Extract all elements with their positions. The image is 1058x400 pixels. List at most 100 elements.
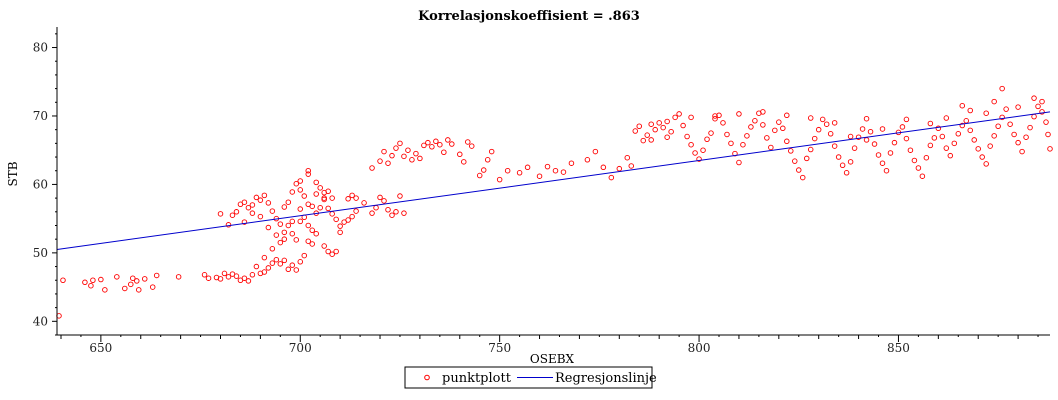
scatter-point [480,167,487,173]
scatter-point [616,165,623,172]
scatter-point [269,246,276,252]
scatter-point [700,147,706,153]
scatter-point [772,127,778,134]
plot-area [56,85,1053,319]
y-tick-label: 60 [33,177,48,191]
scatter-point [205,275,212,281]
scatter-point [393,145,399,151]
scatter-point [429,144,435,150]
scatter-point [608,174,615,181]
scatter-point [413,150,419,157]
scatter-point [712,113,718,119]
scatter-point [333,248,339,255]
scatter-point [863,115,870,122]
scatter-point [1011,131,1017,138]
scatter-point [317,204,323,211]
scatter-point [128,281,134,288]
scatter-point [289,218,296,225]
scatter-point [855,134,862,140]
scatter-point [60,277,66,283]
legend-label-punktplott: punktplott [442,371,512,386]
scatter-point [353,208,359,214]
scatter-point [421,142,427,149]
scatter-point [995,123,1001,129]
scatter-point [684,133,690,140]
scatter-point [409,157,415,163]
scatter-point [863,137,870,143]
scatter-point [911,157,918,164]
scatter-point [907,147,914,153]
scatter-point [552,167,559,174]
scatter-point [389,212,395,218]
scatter-point [728,140,734,147]
scatter-point [245,204,252,211]
scatter-point [983,110,989,116]
x-tick-label: 650 [89,341,112,355]
scatter-point [624,154,631,161]
scatter-point [82,279,88,286]
scatter-point [915,165,922,171]
scatter-point [297,259,304,265]
scatter-point [819,116,826,123]
scatter-point [277,221,284,227]
scatter-point [281,236,288,242]
scatter-point [660,124,666,131]
x-tick-label: 750 [488,341,511,355]
scatter-point [584,157,591,163]
scatter-point [935,125,942,132]
x-tick-label: 700 [289,341,312,355]
scatter-point [305,167,311,174]
scatter-point [309,203,315,210]
scatter-point [560,169,567,175]
y-tick-label: 70 [33,109,48,123]
scatter-point [281,204,288,210]
scatter-point [249,210,256,216]
scatter-point [955,131,962,137]
scatter-point [708,130,714,136]
scatter-point [361,200,367,206]
scatter-point [425,139,431,146]
scatter-point [253,194,260,201]
x-axis-title: OSEBX [530,352,575,366]
scatter-point [847,133,854,140]
scatter-point [636,123,642,129]
scatter-point [979,154,985,160]
scatter-point [967,127,973,134]
scatter-point [241,199,248,205]
scatter-point [736,111,742,117]
scatter-point [628,163,635,169]
scatter-point [385,160,391,166]
scatter-point [397,193,403,199]
scatter-point [305,238,311,244]
scatter-point [305,222,311,229]
scatter-point [987,143,993,149]
scatter-point [381,198,387,204]
scatter-point [664,134,670,140]
scatter-point [752,118,758,124]
scatter-point [815,126,822,133]
scatter-point [153,272,160,279]
scatter-point [939,133,946,140]
scatter-point [871,141,878,147]
scatter-point [88,282,94,289]
scatter-point [277,261,284,267]
scatter-point [668,128,674,135]
scatter-point [301,252,308,259]
scatter-point [736,159,742,166]
scatter-point [313,179,319,186]
scatter-point [879,160,886,166]
scatter-point [923,154,930,161]
scatter-point [225,222,232,228]
scatter-point [141,276,148,282]
axes: 40 50 60 70 80 650 700 750 800 850 [33,27,1050,355]
scatter-point [377,194,383,201]
scatter-point [744,133,750,139]
legend: punktplott Regresjonslinje [404,366,657,389]
scatter-point [449,141,455,147]
scatter-point [329,195,335,201]
scatter-point [692,150,698,156]
scatter-point [879,126,886,132]
scatter-point [807,115,814,121]
scatter-point [843,170,850,176]
scatter-point [959,102,966,109]
